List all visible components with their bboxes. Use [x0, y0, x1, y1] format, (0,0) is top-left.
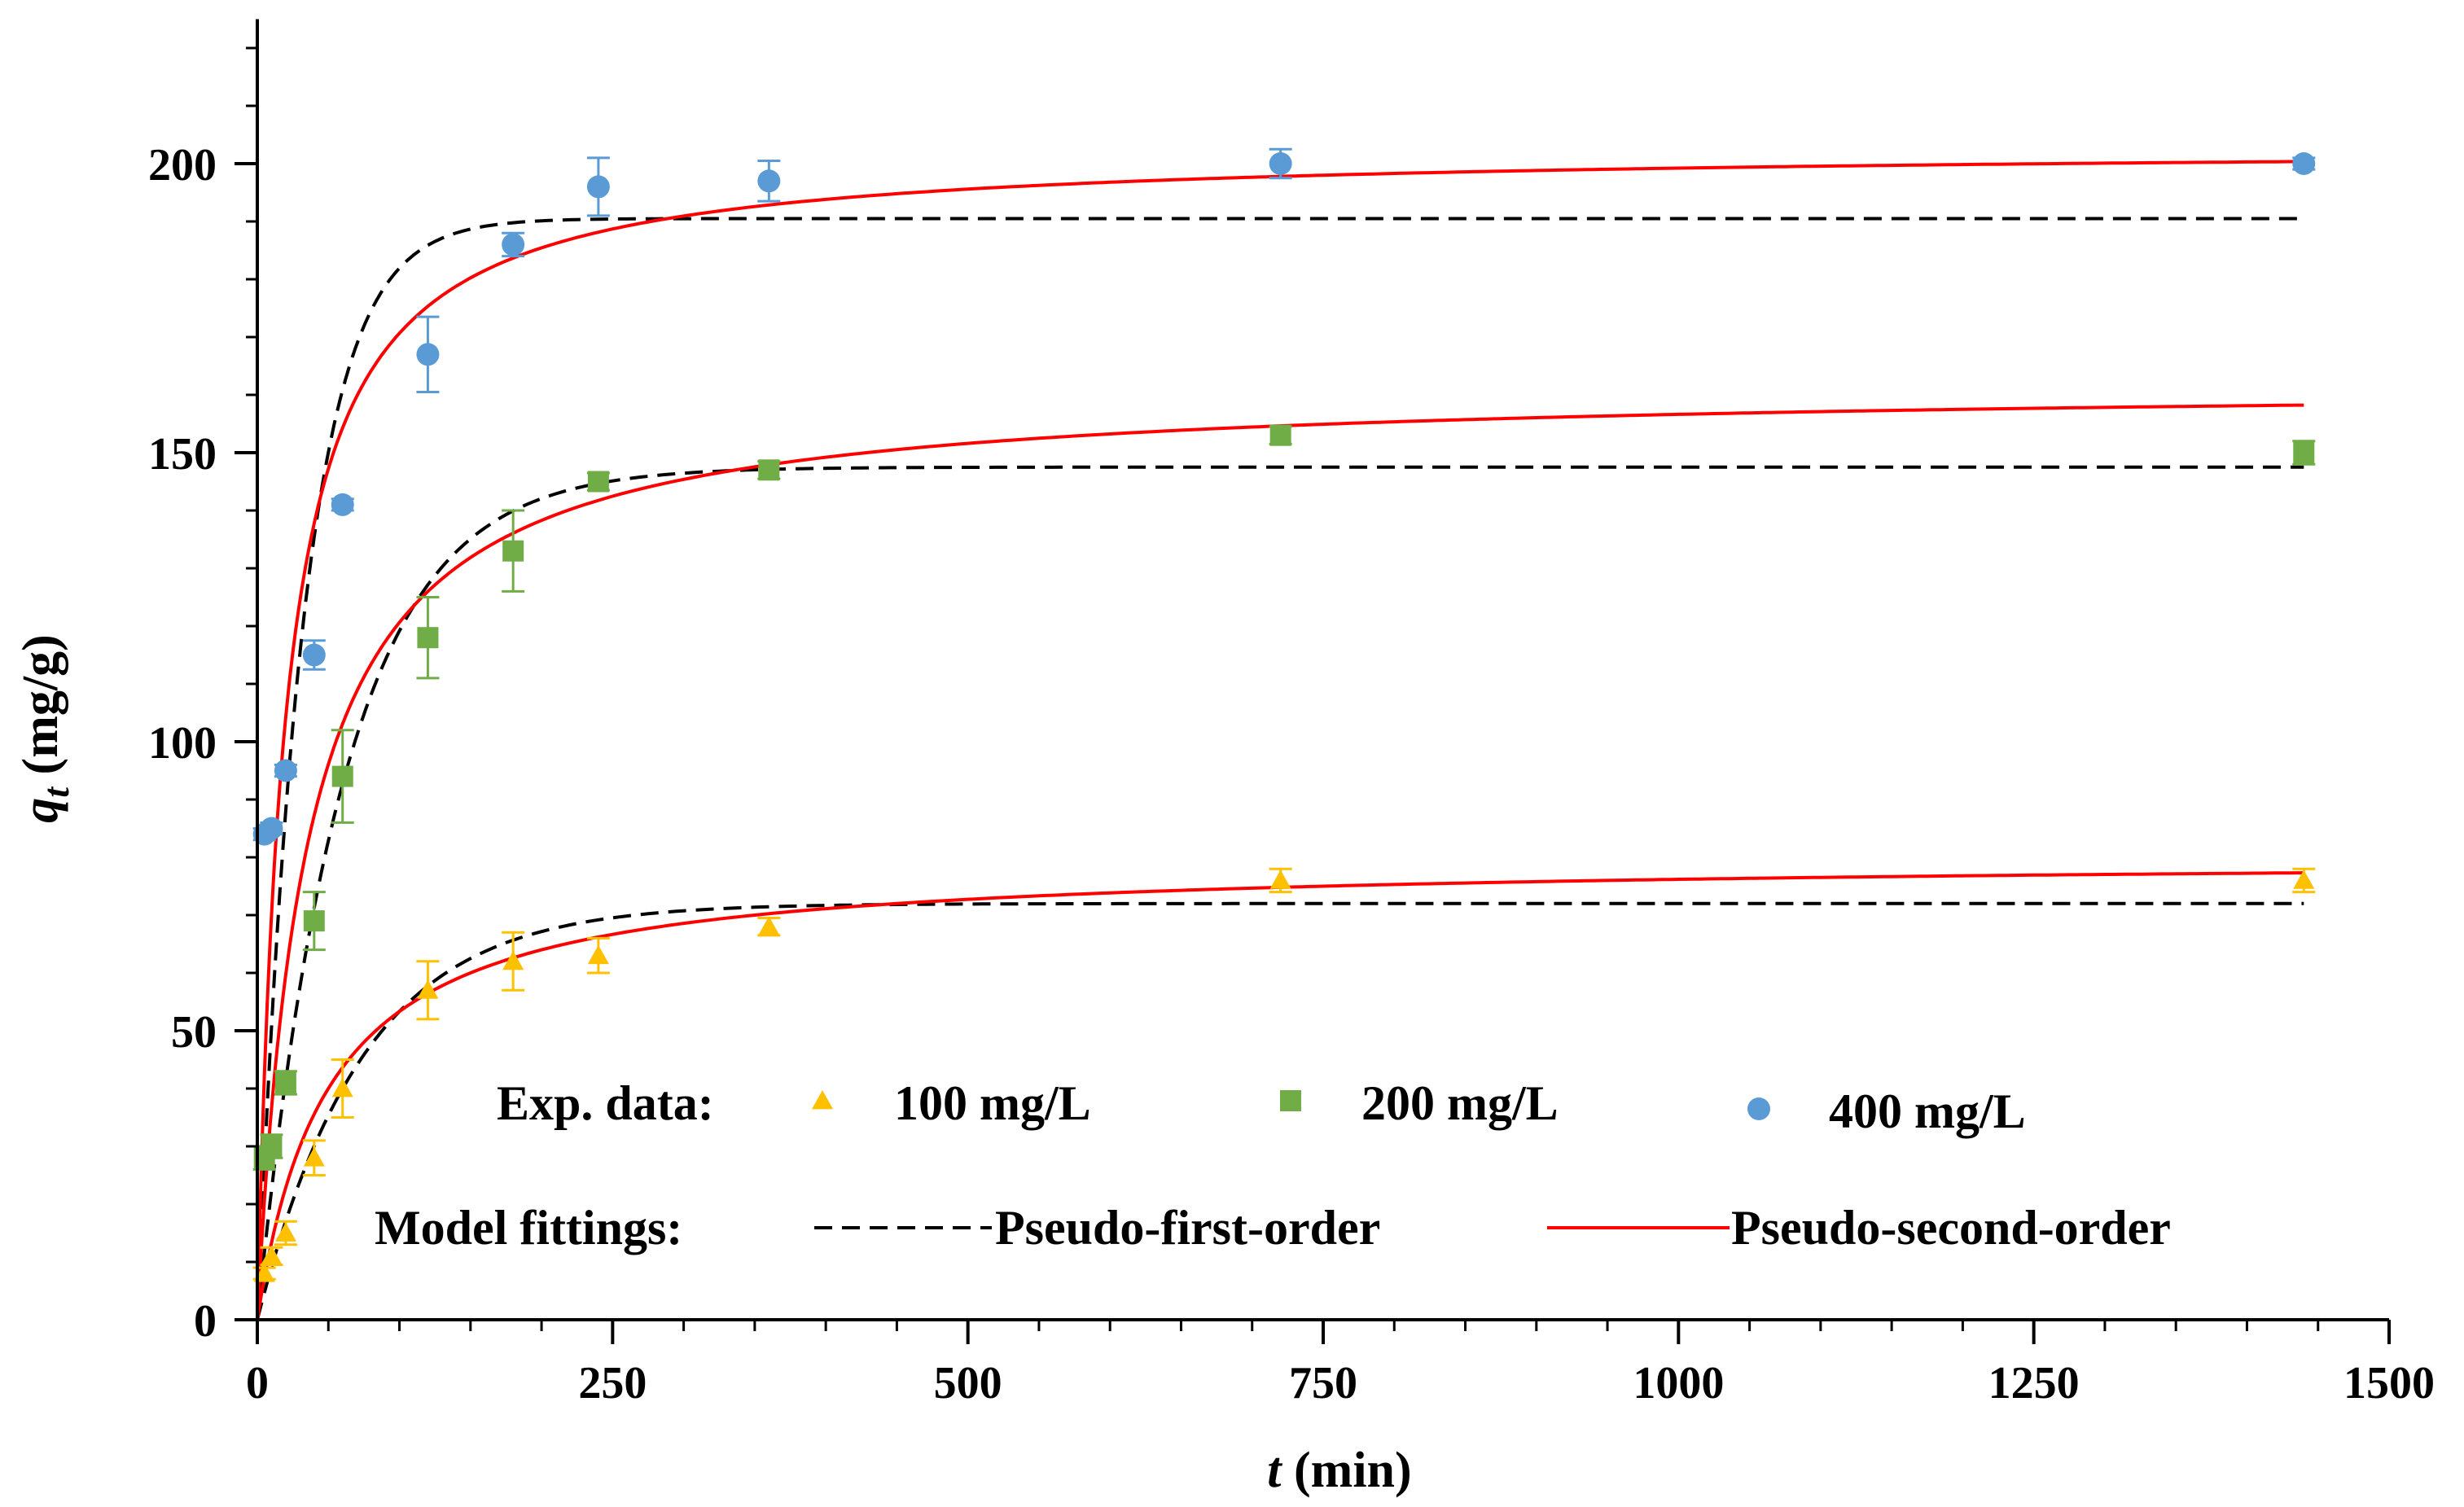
series-0: [252, 867, 2316, 1282]
y-axis-unit: (mg/g): [13, 634, 68, 787]
series-1: [252, 424, 2316, 1171]
data-point: [2293, 870, 2315, 889]
x-tick-label: 1500: [2343, 1358, 2435, 1408]
legend-marker-0: [812, 1090, 833, 1110]
model-curves: [256, 160, 2304, 1321]
y-tick-label: 50: [171, 1007, 217, 1058]
pso-curve: [256, 871, 2304, 1321]
data-point: [587, 944, 609, 965]
data-point: [757, 169, 781, 193]
data-point: [2292, 152, 2316, 175]
pso-curve: [256, 403, 2304, 1321]
x-axis-title: t (min): [1267, 1443, 1411, 1498]
x-tick-label: 500: [934, 1358, 1002, 1408]
data-point: [253, 1263, 275, 1282]
pso-curve: [256, 160, 2304, 1321]
legend-marker-1: [1280, 1090, 1301, 1111]
pfo-curve: [256, 465, 2304, 1321]
data-point: [502, 233, 525, 256]
data-point: [2293, 442, 2315, 463]
data-point: [1269, 870, 1291, 889]
data-point: [417, 627, 439, 649]
x-tick-label: 1250: [1988, 1358, 2080, 1408]
legend-series-100-label: 100 mg/L: [894, 1076, 1091, 1130]
data-point: [302, 643, 326, 667]
y-axis-var: q: [13, 798, 68, 823]
data-point: [261, 1136, 283, 1157]
x-tick-label: 250: [578, 1358, 647, 1408]
data-point: [331, 493, 354, 516]
y-tick-label: 200: [148, 140, 217, 191]
data-point: [586, 175, 610, 199]
x-tick-label: 1000: [1633, 1358, 1724, 1408]
y-tick-label: 100: [148, 718, 217, 769]
series-2: [252, 147, 2316, 846]
legend-pfo-label: Pseudo-first-order: [995, 1201, 1380, 1255]
legend: Exp. data: 100 mg/L 200 mg/L 400 mg/L Mo…: [375, 1076, 2171, 1255]
data-point: [502, 540, 524, 562]
x-axis-var: t: [1267, 1443, 1282, 1498]
data-point: [758, 459, 780, 481]
data-point: [417, 979, 439, 999]
x-tick-label: 0: [246, 1358, 269, 1408]
legend-series-200-label: 200 mg/L: [1361, 1076, 1559, 1130]
data-point: [303, 1147, 325, 1167]
y-tick-label: 0: [194, 1296, 217, 1347]
data-point: [331, 1078, 353, 1097]
pfo-curve: [256, 217, 2304, 1321]
x-tick-label: 750: [1289, 1358, 1357, 1408]
data-point: [303, 910, 325, 932]
y-tick-label: 150: [148, 429, 217, 480]
data-point: [274, 759, 297, 782]
data-point: [274, 1222, 296, 1242]
legend-marker-2: [1747, 1097, 1770, 1120]
data-point: [260, 817, 283, 840]
data-point: [331, 765, 353, 787]
data-point: [502, 950, 524, 970]
axes: 0 250 500 750 1000 1250 1500 0 50 100 150 200: [148, 19, 2435, 1408]
x-axis-unit: (min): [1282, 1443, 1412, 1498]
data-point: [587, 471, 609, 493]
legend-exp-label: Exp. data:: [497, 1076, 714, 1130]
data-point: [261, 1245, 283, 1265]
data-point: [758, 916, 780, 935]
legend-pso-label: Pseudo-second-order: [1731, 1201, 2171, 1255]
data-point: [1269, 152, 1292, 175]
data-point: [274, 1071, 296, 1093]
data-point: [416, 343, 440, 366]
data-point: [1269, 424, 1291, 446]
legend-model-label: Model fittings:: [375, 1201, 682, 1255]
y-axis-sub: t: [35, 786, 77, 798]
legend-series-400-label: 400 mg/L: [1829, 1084, 2026, 1138]
y-axis-title: qt (mg/g): [13, 634, 77, 822]
legend-markers: [812, 1090, 1770, 1120]
data-points: [252, 147, 2316, 1282]
